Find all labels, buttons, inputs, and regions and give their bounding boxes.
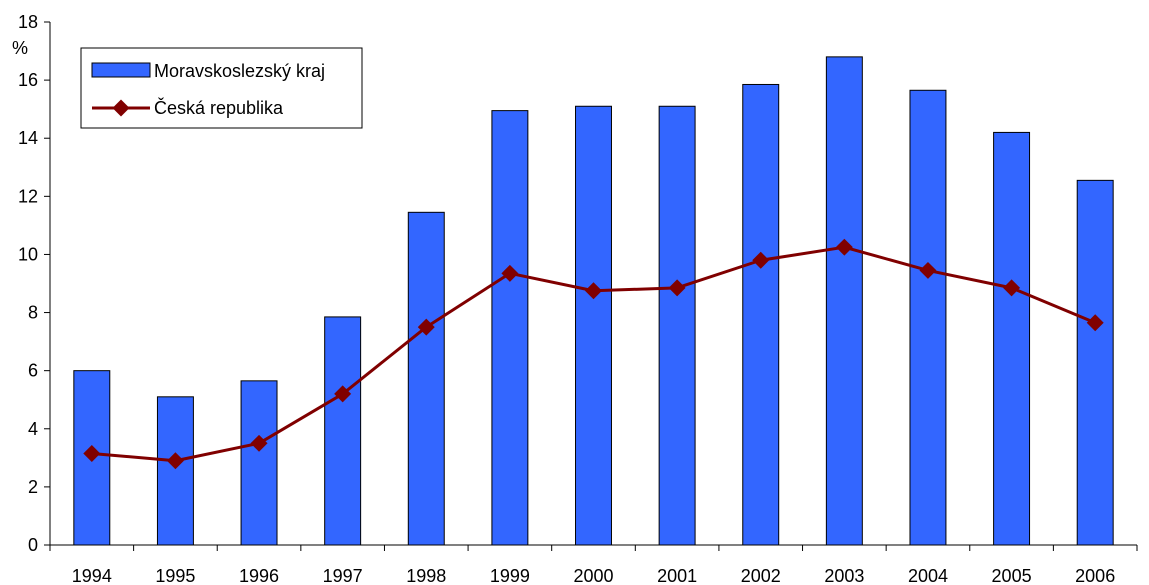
x-tick-label: 2005 (992, 566, 1032, 585)
y-tick-label: 18 (18, 12, 38, 32)
legend-box (80, 47, 363, 129)
bar (407, 211, 445, 546)
legend-label-line: Česká republika (154, 97, 284, 118)
bar (324, 316, 362, 546)
x-tick-label: 2000 (573, 566, 613, 585)
y-tick-label: 8 (28, 303, 38, 323)
line-point (334, 385, 352, 403)
x-tick-label: 2006 (1075, 566, 1115, 585)
line-point (752, 251, 770, 269)
y-axis-unit-label: % (12, 38, 28, 58)
axes: 0 2 4 6 8 10 12 14 16 18 1994 1995 1996 1997 1998 1999 2… (18, 12, 1138, 585)
line-point (166, 452, 184, 470)
y-tick-label: 4 (28, 419, 38, 439)
y-tick-label: 6 (28, 361, 38, 381)
bar (658, 105, 696, 546)
line-point (83, 444, 101, 462)
line-point (668, 279, 686, 297)
y-tick-label: 14 (18, 128, 38, 148)
line-point (585, 282, 602, 300)
x-tick-label: 1994 (72, 566, 112, 585)
bar (909, 89, 947, 546)
x-tick-label: 1999 (490, 566, 530, 585)
bar (993, 131, 1031, 546)
line-point (835, 238, 853, 256)
line-point (417, 318, 435, 336)
legend-swatch-bar (91, 62, 151, 78)
x-tick-label: 1995 (155, 566, 195, 585)
bar (1076, 179, 1114, 546)
y-tick-label: 0 (28, 535, 38, 555)
bar (156, 396, 194, 546)
y-tick-label: 16 (18, 70, 38, 90)
line-point (501, 264, 519, 282)
x-tick-label: 1997 (323, 566, 363, 585)
y-tick-label: 12 (18, 186, 38, 206)
bar (240, 380, 278, 546)
x-tick-label: 1996 (239, 566, 279, 585)
legend-swatch-marker (112, 99, 130, 117)
x-tick-label: 2003 (824, 566, 864, 585)
x-tick-label: 2002 (741, 566, 781, 585)
bar (491, 110, 529, 546)
bar (742, 83, 780, 546)
x-tick-label: 2001 (657, 566, 697, 585)
x-tick-label: 1998 (406, 566, 446, 585)
line-point (1003, 279, 1021, 297)
bar-series-moravskoslezsky-kraj (73, 56, 1114, 546)
bar (825, 56, 863, 546)
legend: Moravskoslezský kraj Česká republika (80, 47, 363, 129)
y-tick-label: 10 (18, 244, 38, 264)
y-tick-label: 2 (28, 477, 38, 497)
line-point (919, 261, 937, 279)
legend-label-bar: Moravskoslezský kraj (154, 61, 325, 81)
bar (575, 105, 612, 546)
line-point (250, 434, 268, 452)
x-tick-label: 2004 (908, 566, 948, 585)
